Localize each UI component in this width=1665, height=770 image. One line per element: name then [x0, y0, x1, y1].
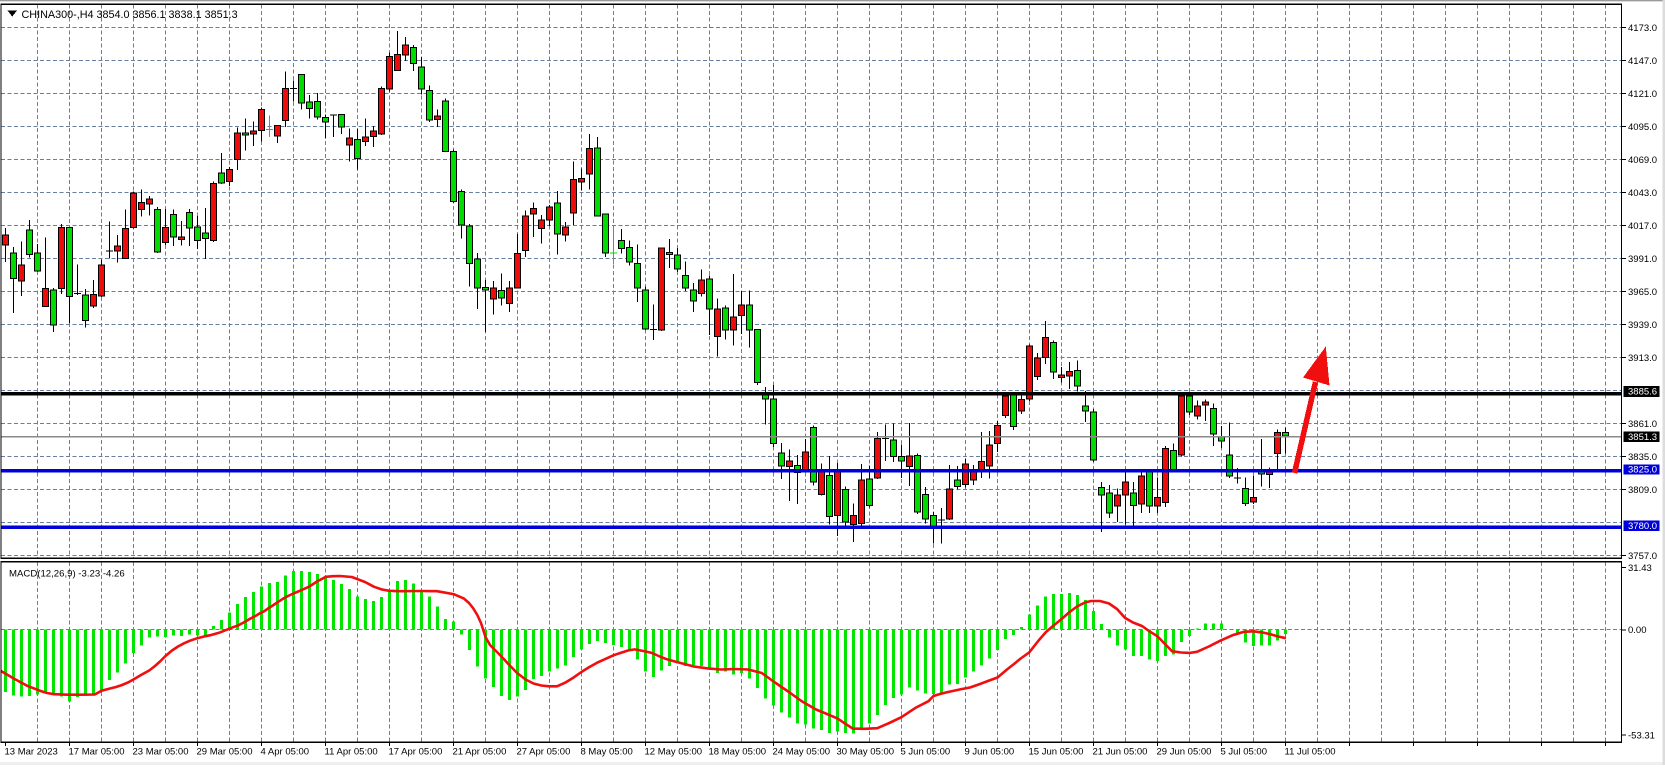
svg-text:31.43: 31.43	[1628, 563, 1652, 574]
svg-text:4095.0: 4095.0	[1628, 122, 1657, 133]
svg-text:4173.0: 4173.0	[1628, 23, 1657, 34]
svg-text:29 Jun 05:00: 29 Jun 05:00	[1157, 747, 1212, 758]
svg-text:3991.0: 3991.0	[1628, 254, 1657, 265]
svg-text:3780.0: 3780.0	[1628, 521, 1657, 532]
svg-text:-53.31: -53.31	[1628, 730, 1655, 741]
svg-text:18 May 05:00: 18 May 05:00	[709, 747, 767, 758]
svg-text:3851.3: 3851.3	[1628, 432, 1657, 443]
svg-text:3809.0: 3809.0	[1628, 485, 1657, 496]
svg-text:23 Mar 05:00: 23 Mar 05:00	[133, 747, 189, 758]
svg-text:MACD(12,26,9) -3.23 -4.26: MACD(12,26,9) -3.23 -4.26	[9, 569, 125, 580]
svg-text:4147.0: 4147.0	[1628, 56, 1657, 67]
svg-text:11 Jul 05:00: 11 Jul 05:00	[1285, 747, 1336, 758]
svg-text:0.00: 0.00	[1628, 625, 1647, 636]
svg-text:11 Apr 05:00: 11 Apr 05:00	[325, 747, 378, 758]
svg-text:3757.0: 3757.0	[1628, 551, 1657, 562]
svg-text:4069.0: 4069.0	[1628, 155, 1657, 166]
svg-text:3885.6: 3885.6	[1628, 387, 1657, 398]
svg-text:3861.0: 3861.0	[1628, 419, 1657, 430]
svg-text:3913.0: 3913.0	[1628, 353, 1657, 364]
svg-text:12 May 05:00: 12 May 05:00	[645, 747, 703, 758]
svg-text:4121.0: 4121.0	[1628, 89, 1657, 100]
svg-text:29 Mar 05:00: 29 Mar 05:00	[197, 747, 253, 758]
svg-text:5 Jul 05:00: 5 Jul 05:00	[1221, 747, 1267, 758]
svg-text:3965.0: 3965.0	[1628, 287, 1657, 298]
svg-text:4017.0: 4017.0	[1628, 221, 1657, 232]
svg-text:21 Jun 05:00: 21 Jun 05:00	[1093, 747, 1148, 758]
svg-text:13 Mar 2023: 13 Mar 2023	[5, 747, 58, 758]
svg-text:15 Jun 05:00: 15 Jun 05:00	[1029, 747, 1084, 758]
svg-text:8 May 05:00: 8 May 05:00	[581, 747, 633, 758]
svg-text:4 Apr 05:00: 4 Apr 05:00	[261, 747, 310, 758]
svg-text:CHINA300-,H4 3854.0 3856.1 38: CHINA300-,H4 3854.0 3856.1 3838.1 3851.3	[22, 9, 238, 21]
svg-text:30 May 05:00: 30 May 05:00	[837, 747, 895, 758]
svg-text:17 Mar 05:00: 17 Mar 05:00	[69, 747, 125, 758]
svg-text:3835.0: 3835.0	[1628, 452, 1657, 463]
svg-text:24 May 05:00: 24 May 05:00	[773, 747, 831, 758]
svg-text:17 Apr 05:00: 17 Apr 05:00	[389, 747, 443, 758]
svg-text:9 Jun 05:00: 9 Jun 05:00	[965, 747, 1015, 758]
svg-text:21 Apr 05:00: 21 Apr 05:00	[453, 747, 507, 758]
svg-text:4043.0: 4043.0	[1628, 188, 1657, 199]
svg-text:27 Apr 05:00: 27 Apr 05:00	[517, 747, 571, 758]
svg-text:3825.0: 3825.0	[1628, 465, 1657, 476]
svg-text:3939.0: 3939.0	[1628, 320, 1657, 331]
svg-text:5 Jun 05:00: 5 Jun 05:00	[901, 747, 951, 758]
